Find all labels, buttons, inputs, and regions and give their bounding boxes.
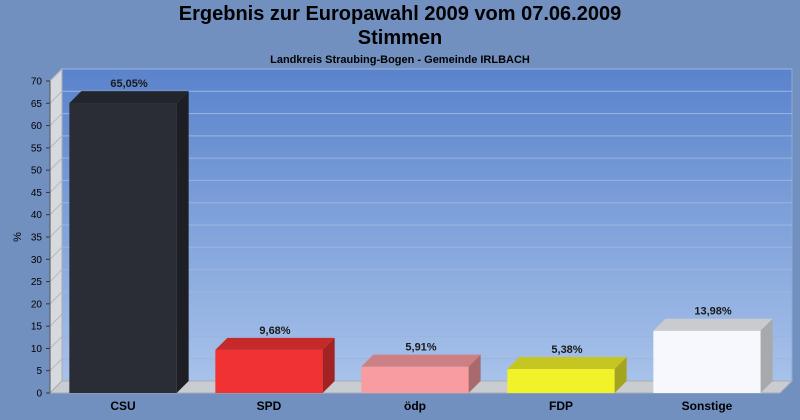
- data-label: 13,98%: [694, 306, 732, 318]
- x-tick-label: CSU: [110, 399, 135, 413]
- bar-fdp: [507, 357, 627, 393]
- data-label: 5,38%: [551, 344, 582, 356]
- gridline-side: [49, 90, 63, 104]
- gridline-side: [49, 336, 63, 349]
- bar-dp: [361, 354, 481, 393]
- gridline-side: [49, 224, 63, 238]
- y-tick-label: 30: [31, 255, 43, 266]
- chart-caption: Landkreis Straubing-Bogen - Gemeinde IRL…: [270, 54, 530, 66]
- y-tick-label: 65: [31, 99, 43, 110]
- y-tick-label: 5: [36, 366, 42, 377]
- gridline-side: [49, 291, 63, 305]
- gridline-side: [49, 135, 63, 149]
- y-tick-label: 10: [31, 344, 43, 355]
- y-tick-label: 0: [36, 389, 42, 400]
- gridline-side: [49, 180, 63, 193]
- y-tick-label: 40: [31, 210, 43, 221]
- chart-subtitle: Stimmen: [357, 27, 443, 49]
- y-tick-label: 60: [31, 121, 43, 132]
- gridline-side: [49, 157, 63, 171]
- gridline-side: [49, 269, 63, 282]
- gridline-side: [49, 313, 63, 327]
- bar-csu: [69, 91, 189, 393]
- y-tick-label: 50: [31, 166, 43, 177]
- y-tick-label: 15: [31, 322, 43, 333]
- x-tick-label: SPD: [257, 399, 282, 413]
- data-label: 9,68%: [259, 325, 290, 337]
- data-label: 5,91%: [405, 342, 436, 354]
- gridline-side: [49, 246, 63, 260]
- y-tick-label: 25: [31, 277, 43, 288]
- chart-title: Ergebnis zur Europawahl 2009 vom 07.06.2…: [178, 3, 622, 25]
- bar-sonstige: [653, 318, 773, 393]
- y-tick-label: 20: [31, 299, 43, 310]
- gridline-side: [49, 358, 63, 372]
- y-tick-label: 45: [31, 188, 43, 199]
- x-tick-label: ödp: [404, 399, 426, 413]
- gridline-side: [49, 113, 63, 126]
- data-label: 65,05%: [110, 78, 148, 90]
- y-tick-label: 55: [31, 143, 43, 154]
- y-axis: 0 5 10 15 20 25 30 35 40 45 50 55 60 65 70: [31, 77, 51, 400]
- x-tick-label: Sonstige: [682, 399, 733, 413]
- gridline-side: [49, 68, 63, 82]
- bars: [69, 91, 773, 393]
- y-tick-label: 35: [31, 233, 43, 244]
- y-axis-label: %: [12, 232, 24, 242]
- labels: 65,05% CSU 9,68% SPD 5,91% ödp 5,38% FDP 13,98% S…: [110, 78, 732, 413]
- gridline-side: [49, 202, 63, 216]
- bar-spd: [215, 337, 335, 393]
- x-tick-label: FDP: [549, 399, 573, 413]
- y-tick-label: 70: [31, 77, 43, 88]
